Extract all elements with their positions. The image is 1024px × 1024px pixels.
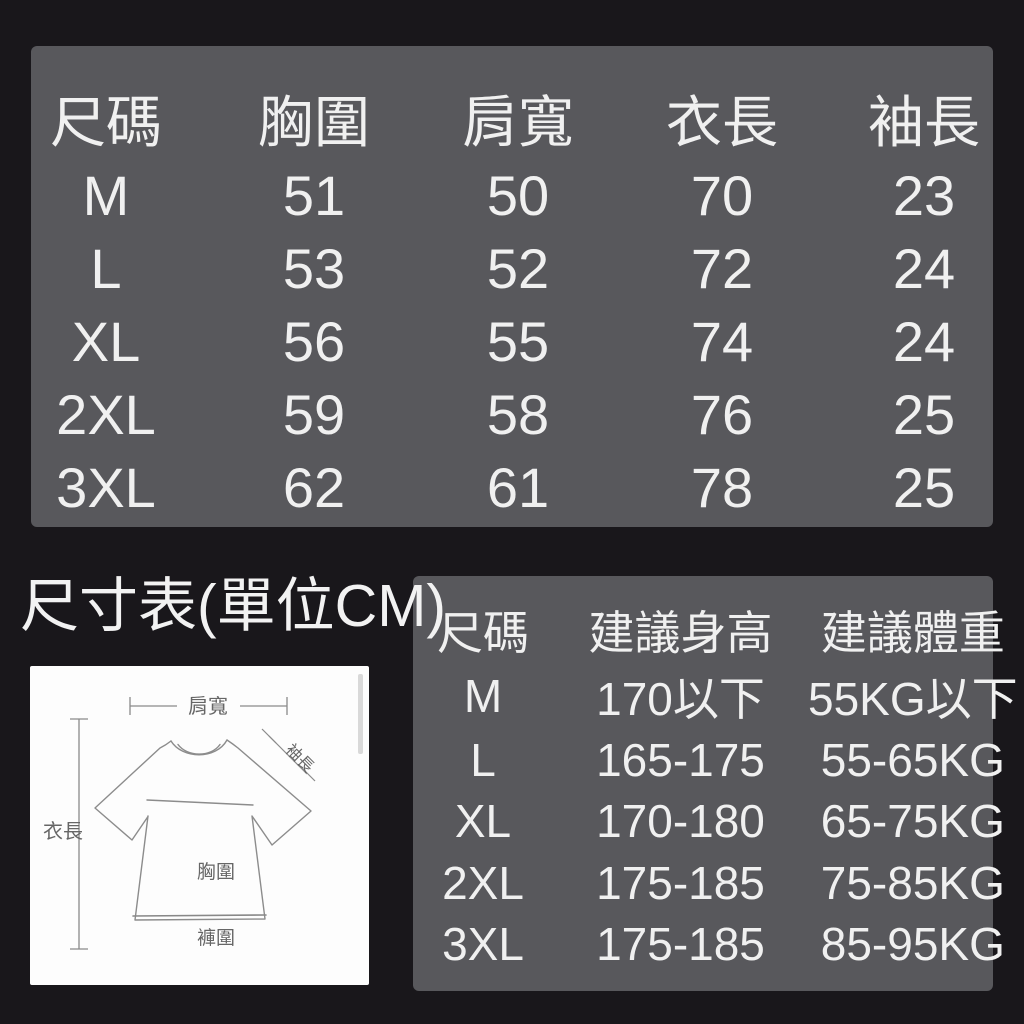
svg-text:衣長: 衣長 <box>43 815 83 844</box>
svg-text:袖長: 袖長 <box>281 737 321 777</box>
svg-text:肩寬: 肩寬 <box>188 690 228 719</box>
svg-text:褲圍: 褲圍 <box>197 923 235 950</box>
svg-text:胸圍: 胸圍 <box>197 857 235 884</box>
